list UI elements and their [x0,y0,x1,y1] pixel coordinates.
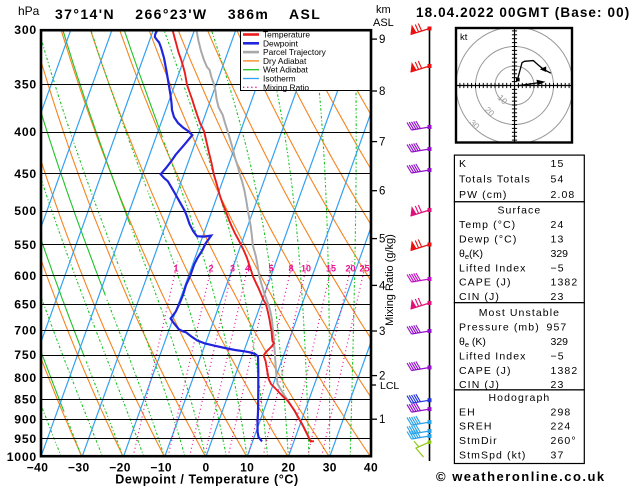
svg-text:Parcel Trajectory: Parcel Trajectory [263,47,327,57]
svg-text:−5: −5 [551,350,565,362]
svg-text:950: 950 [14,432,37,446]
svg-text:700: 700 [14,324,37,338]
svg-text:7: 7 [379,137,385,149]
svg-text:300: 300 [14,23,37,37]
svg-text:Pressure (mb): Pressure (mb) [459,322,540,334]
svg-text:224: 224 [551,421,572,433]
svg-text:CAPE (J): CAPE (J) [459,365,512,377]
svg-text:23: 23 [551,291,565,303]
svg-text:9: 9 [379,34,385,46]
svg-text:Mixing Ratio: Mixing Ratio [263,82,309,92]
svg-text:Dewp (°C): Dewp (°C) [459,234,517,246]
svg-text:3: 3 [230,264,235,274]
svg-text:Temp (°C): Temp (°C) [459,219,516,231]
svg-text:LCL: LCL [380,380,399,392]
svg-text:Dewpoint / Temperature (°C): Dewpoint / Temperature (°C) [115,473,298,486]
svg-text:Lifted Index: Lifted Index [459,262,527,274]
svg-text:1: 1 [379,414,385,426]
svg-text:3: 3 [379,326,385,338]
svg-text:4: 4 [245,264,250,274]
svg-text:CIN (J): CIN (J) [459,291,500,303]
svg-text:5: 5 [268,264,273,274]
svg-text:8: 8 [379,86,385,98]
svg-text:Hodograph: Hodograph [488,392,550,404]
svg-text:20: 20 [345,264,355,274]
svg-text:2: 2 [208,264,213,274]
svg-text:km: km [376,4,391,16]
svg-text:37: 37 [551,450,565,462]
svg-text:CAPE (J): CAPE (J) [459,277,512,289]
svg-text:500: 500 [14,204,37,218]
svg-text:Surface: Surface [497,205,541,217]
svg-text:400: 400 [14,125,37,139]
svg-text:2: 2 [379,371,385,383]
svg-text:40: 40 [364,461,378,475]
svg-text:ASL: ASL [373,17,394,29]
svg-text:329: 329 [551,248,569,260]
svg-text:5: 5 [379,234,385,246]
svg-text:54: 54 [551,173,565,185]
svg-text:750: 750 [14,348,37,362]
svg-text:Temperature: Temperature [263,30,310,40]
svg-text:1382: 1382 [551,277,579,289]
svg-text:EH: EH [459,406,476,418]
svg-text:K: K [459,158,467,170]
svg-text:kt: kt [460,32,468,43]
svg-text:20: 20 [281,461,295,475]
svg-text:Isotherm: Isotherm [263,74,296,84]
svg-text:900: 900 [14,413,37,427]
svg-text:25: 25 [359,264,369,274]
svg-text:PW (cm): PW (cm) [459,189,508,201]
svg-text:0: 0 [202,461,209,475]
svg-text:650: 650 [14,297,37,311]
svg-text:Dry Adiabat: Dry Adiabat [263,56,307,66]
svg-text:298: 298 [551,406,572,418]
svg-text:4: 4 [379,280,386,292]
svg-text:SREH: SREH [459,421,493,433]
svg-text:329: 329 [551,336,569,348]
svg-text:18.04.2022 00GMT (Base: 00): 18.04.2022 00GMT (Base: 00) [416,5,629,20]
svg-text:© weatheronline.co.uk: © weatheronline.co.uk [436,469,606,484]
svg-text:15: 15 [326,264,336,274]
svg-text:600: 600 [14,269,37,283]
svg-text:1: 1 [173,264,178,274]
svg-text:Most Unstable: Most Unstable [479,307,560,319]
svg-text:θe(K): θe(K) [459,248,483,261]
svg-text:350: 350 [14,78,37,92]
svg-text:6: 6 [379,186,385,198]
svg-text:StmDir: StmDir [459,435,498,447]
svg-text:hPa: hPa [18,4,40,18]
svg-text:StmSpd (kt): StmSpd (kt) [459,450,527,462]
svg-text:−10: −10 [150,461,172,475]
svg-text:15: 15 [551,158,565,170]
svg-text:1382: 1382 [551,365,579,377]
svg-text:10: 10 [301,264,311,274]
svg-text:850: 850 [14,392,37,406]
svg-text:Wet Adiabat: Wet Adiabat [263,65,309,75]
svg-text:13: 13 [551,234,565,246]
svg-text:8: 8 [288,264,293,274]
svg-text:CIN (J): CIN (J) [459,379,500,391]
svg-text:Mixing Ratio (g/kg): Mixing Ratio (g/kg) [384,234,396,326]
svg-text:2.08: 2.08 [551,189,576,201]
svg-text:957: 957 [547,322,568,334]
svg-text:1000: 1000 [7,450,37,464]
svg-text:−5: −5 [551,262,565,274]
svg-text:37°14'N 266°23'W 386m ASL: 37°14'N 266°23'W 386m ASL [55,6,321,22]
svg-text:23: 23 [551,379,565,391]
svg-text:Totals Totals: Totals Totals [459,173,531,185]
svg-text:10: 10 [240,461,254,475]
svg-text:30: 30 [323,461,337,475]
svg-text:550: 550 [14,238,37,252]
svg-text:−40: −40 [27,461,49,475]
svg-text:450: 450 [14,167,37,181]
svg-text:−30: −30 [68,461,90,475]
svg-text:Dewpoint: Dewpoint [263,38,299,48]
svg-text:24: 24 [551,219,565,231]
svg-text:260°: 260° [551,435,577,447]
svg-text:θe (K): θe (K) [459,336,486,349]
svg-text:800: 800 [14,371,37,385]
svg-text:Lifted Index: Lifted Index [459,350,527,362]
svg-text:−20: −20 [109,461,131,475]
